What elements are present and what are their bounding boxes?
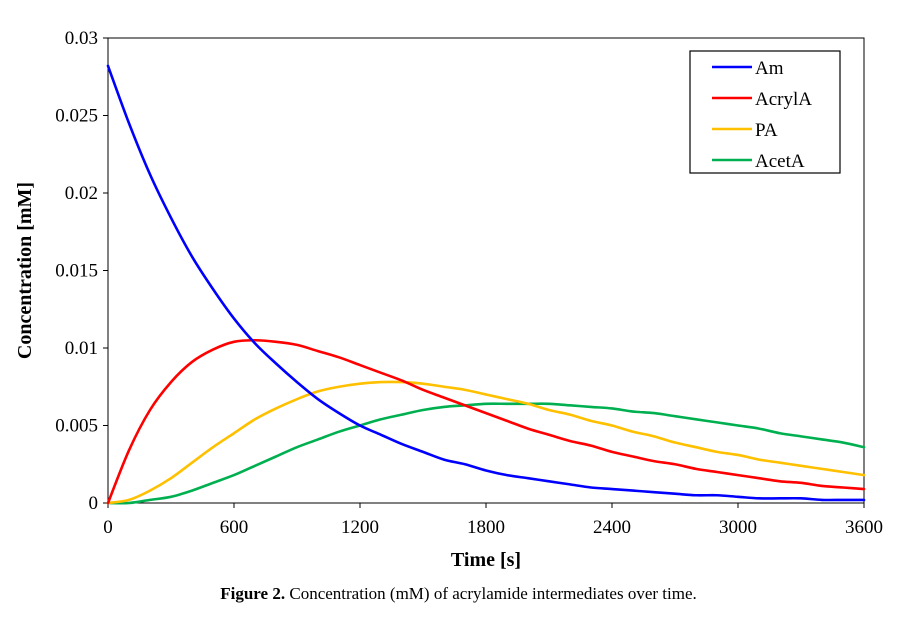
x-tick-label: 600 [220,517,249,538]
y-axis: 0 0.005 0.01 0.015 0.02 0.025 0.03 [55,28,108,514]
x-tick-label: 3600 [845,517,883,538]
caption-lead: Figure 2. [220,584,286,603]
x-tick-label: 3000 [719,517,757,538]
y-tick-label: 0.025 [55,106,98,127]
legend: Am AcrylA PA AcetA [689,50,841,174]
x-tick-label: 2400 [593,517,631,538]
series-line-pa [106,380,866,505]
legend-box [689,50,841,174]
chart: 0 0.005 0.01 0.015 0.02 0.025 0.03 0 600 1200 180… [14,28,883,571]
series-lines [106,64,866,505]
x-tick-label: 1200 [341,517,379,538]
x-axis: 0 600 1200 1800 2400 3000 3600 [103,503,883,538]
x-axis-title: Time [s] [451,549,521,571]
caption-text: Concentration (mM) of acrylamide interme… [285,584,697,603]
figure-caption: Figure 2. Concentration (mM) of acrylami… [0,584,917,604]
y-tick-label: 0.015 [55,261,98,282]
series-line-am [106,64,866,502]
series-line-aceta [106,402,866,505]
legend-label-acryla: AcrylA [755,89,812,110]
legend-label-pa: PA [755,120,778,141]
legend-label-aceta: AcetA [755,151,805,172]
x-tick-label: 0 [103,517,113,538]
x-tick-label: 1800 [467,517,505,538]
y-tick-label: 0.005 [55,416,98,437]
y-axis-title: Concentration [mM] [14,182,36,359]
y-tick-label: 0.02 [65,183,98,204]
legend-label-am: Am [755,58,784,79]
series-line-acryla [106,338,866,505]
y-tick-label: 0 [89,493,99,514]
y-tick-label: 0.01 [65,338,98,359]
y-tick-label: 0.03 [65,28,98,49]
